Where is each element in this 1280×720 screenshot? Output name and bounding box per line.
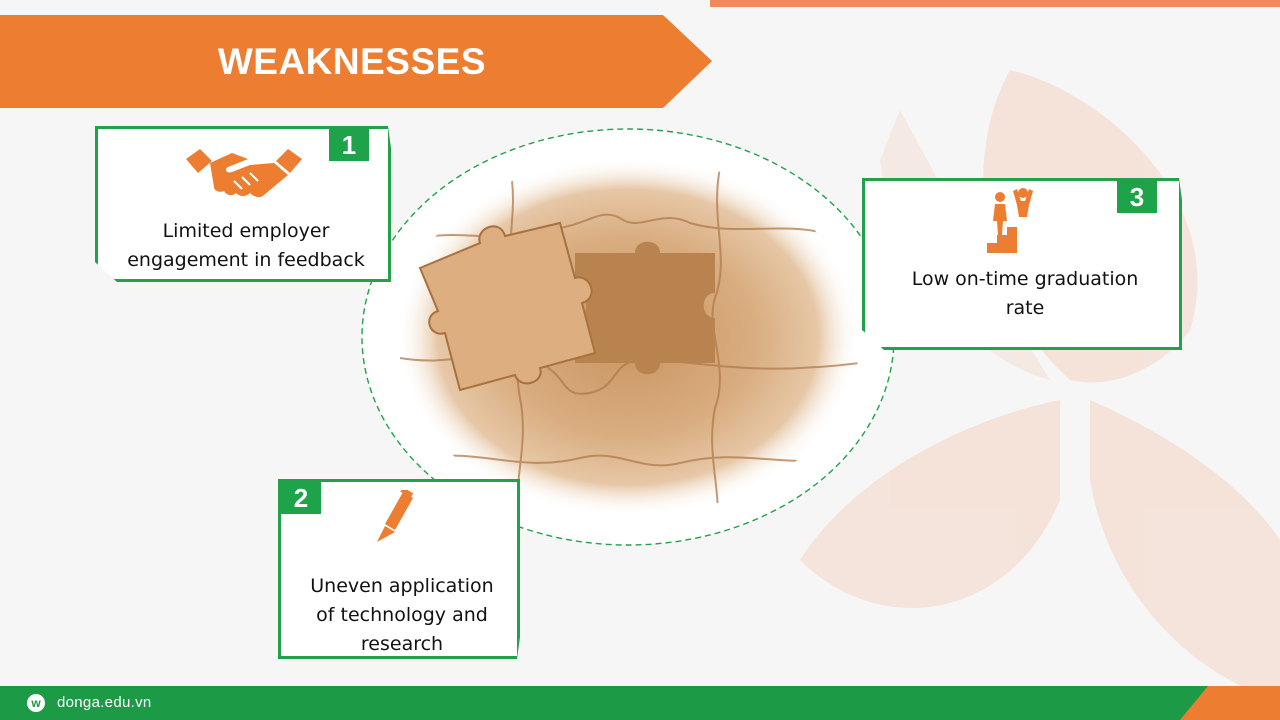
page-title: WEAKNESSES (217, 40, 486, 82)
card-1-line-1: Limited employer (162, 220, 330, 242)
card-3-line-1: Low on-time graduation (911, 268, 1139, 290)
card-number-3: 3 (1117, 181, 1157, 213)
title-banner (0, 15, 712, 108)
card-2-line-3: research (360, 633, 444, 655)
weakness-card-3: 3 Low on-time graduation rate (862, 178, 1182, 350)
handshake-icon (184, 147, 304, 202)
footer-bar: w donga.edu.vn (0, 686, 1280, 720)
footer-accent (1180, 686, 1280, 720)
card-number-1: 1 (329, 129, 369, 161)
footer-website-link[interactable]: donga.edu.vn (57, 694, 152, 711)
stairs-person-icon (987, 187, 1039, 255)
weakness-card-2: 2 Uneven application of technology and r… (278, 479, 520, 659)
puzzle-missing-piece-image (360, 128, 896, 546)
card-3-line-2: rate (1005, 297, 1045, 319)
card-number-2: 2 (281, 482, 321, 514)
pencil-icon (373, 490, 419, 544)
card-2-line-1: Uneven application (310, 575, 494, 597)
weakness-card-1: 1 Limited employer engagement in feedbac… (95, 126, 391, 282)
card-2-line-2: of technology and (316, 604, 488, 626)
footer-logo-icon: w (27, 694, 45, 712)
top-accent-strip (710, 0, 1280, 7)
card-1-line-2: engagement in feedback (127, 249, 365, 271)
